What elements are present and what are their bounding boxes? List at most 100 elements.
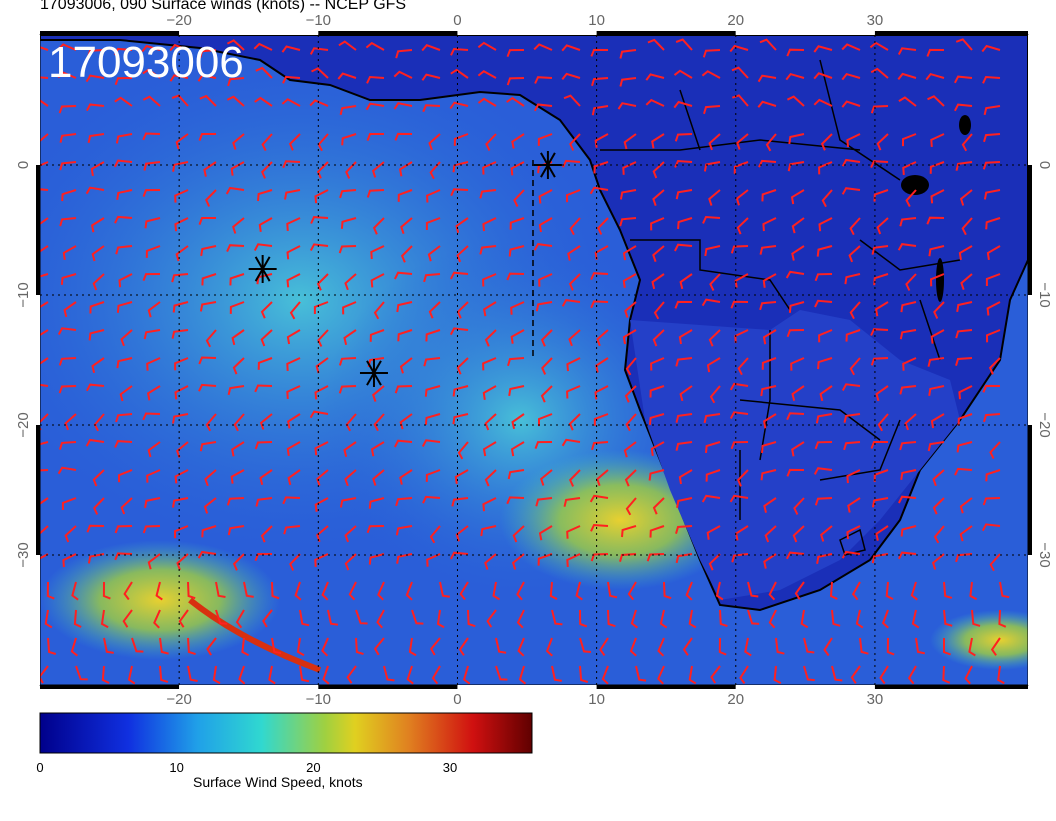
wind-barb xyxy=(40,553,49,560)
wind-barb xyxy=(969,581,978,601)
wind-barb xyxy=(114,47,133,56)
wind-barb xyxy=(701,494,721,503)
wind-barb xyxy=(674,300,693,309)
wind-barb xyxy=(88,329,105,341)
axis-bar-bottom xyxy=(318,685,458,689)
wind-barb xyxy=(619,77,637,87)
wind-barb xyxy=(205,413,217,432)
wind-barb xyxy=(421,73,441,81)
wind-barb xyxy=(625,497,637,516)
wind-barb xyxy=(198,133,216,141)
lon-tick-label-bottom: −10 xyxy=(306,691,331,708)
wind-barb xyxy=(199,441,217,452)
wind-barb xyxy=(457,441,469,460)
wind-barb xyxy=(846,525,861,540)
wind-barb xyxy=(599,637,609,656)
wind-barb xyxy=(817,357,833,370)
wind-barb xyxy=(846,133,861,148)
wind-barb xyxy=(731,94,749,107)
wind-barb xyxy=(86,524,105,533)
wind-barb xyxy=(871,553,889,564)
wind-barb xyxy=(540,329,553,347)
wind-barb xyxy=(344,553,357,571)
wind-barb xyxy=(590,272,609,281)
lat-tick-label-left: −10 xyxy=(15,282,32,307)
graticule xyxy=(40,35,1028,685)
wind-barb xyxy=(507,469,525,480)
wind-barb xyxy=(429,637,441,656)
wind-barb xyxy=(142,273,161,281)
wind-barb xyxy=(114,96,133,107)
wind-barb xyxy=(142,412,161,421)
wind-barb xyxy=(622,329,637,345)
wind-barb xyxy=(44,609,53,629)
lakes xyxy=(901,115,971,302)
high-wind-area-southwest xyxy=(40,540,280,660)
wind-barb xyxy=(590,300,609,309)
wind-barb xyxy=(841,158,861,167)
wind-barb xyxy=(551,609,563,626)
wind-barb xyxy=(373,637,385,656)
wind-barb xyxy=(118,273,133,288)
axis-bar-top xyxy=(40,31,180,35)
wind-barb xyxy=(927,441,945,452)
wind-barb xyxy=(982,497,1001,506)
wind-barb xyxy=(534,103,553,112)
wind-barb xyxy=(63,301,77,318)
wind-barb xyxy=(91,245,105,262)
axis-bar-right xyxy=(1028,165,1032,295)
wind-barb xyxy=(450,551,469,560)
wind-barb xyxy=(983,133,1001,143)
wind-barb xyxy=(428,133,441,151)
wind-barb xyxy=(90,217,105,233)
wind-barb xyxy=(533,43,553,51)
wind-barb xyxy=(175,245,189,262)
wind-barb xyxy=(506,77,525,86)
wind-barb xyxy=(735,189,749,206)
wind-barb xyxy=(253,42,273,51)
wind-barb xyxy=(57,327,77,335)
map-field xyxy=(40,35,1028,685)
wind-barb xyxy=(989,553,1001,572)
wind-barb xyxy=(509,217,525,230)
wind-barb xyxy=(930,413,945,429)
wind-barb xyxy=(925,72,945,81)
wind-barb xyxy=(594,133,609,148)
storm-markers xyxy=(248,151,562,387)
wind-barb xyxy=(174,385,189,400)
wind-barb xyxy=(942,665,951,684)
wind-barb xyxy=(281,98,301,107)
wind-barb xyxy=(450,47,469,56)
wind-barb xyxy=(146,469,161,483)
wind-barb xyxy=(844,273,861,285)
wind-barb xyxy=(449,101,469,109)
wind-barb xyxy=(568,413,581,431)
wind-barb xyxy=(316,469,329,486)
wind-barb xyxy=(394,385,413,394)
wind-barb xyxy=(703,105,721,115)
wind-barb xyxy=(215,581,226,598)
wind-barb xyxy=(174,189,189,203)
wind-barb xyxy=(299,665,310,683)
wind-barb xyxy=(172,301,189,313)
wind-barb xyxy=(849,301,861,320)
wind-barb xyxy=(373,413,385,432)
wind-barb xyxy=(704,245,721,257)
wind-barb xyxy=(569,133,581,151)
wind-barb xyxy=(114,77,133,86)
wind-barb xyxy=(454,469,469,484)
wind-barb xyxy=(675,553,693,564)
wind-barb xyxy=(513,189,525,207)
wind-barb xyxy=(875,385,889,402)
wind-barb xyxy=(876,217,889,235)
wind-barb xyxy=(338,40,357,51)
wind-barb xyxy=(747,581,759,598)
wind-barb xyxy=(142,68,161,79)
wind-barb xyxy=(115,133,133,144)
wind-barb xyxy=(174,469,189,484)
wind-barb xyxy=(230,469,245,484)
wind-barb xyxy=(212,665,221,685)
wind-barb xyxy=(511,133,525,149)
wind-barb xyxy=(537,133,553,146)
wind-barb xyxy=(848,245,861,263)
